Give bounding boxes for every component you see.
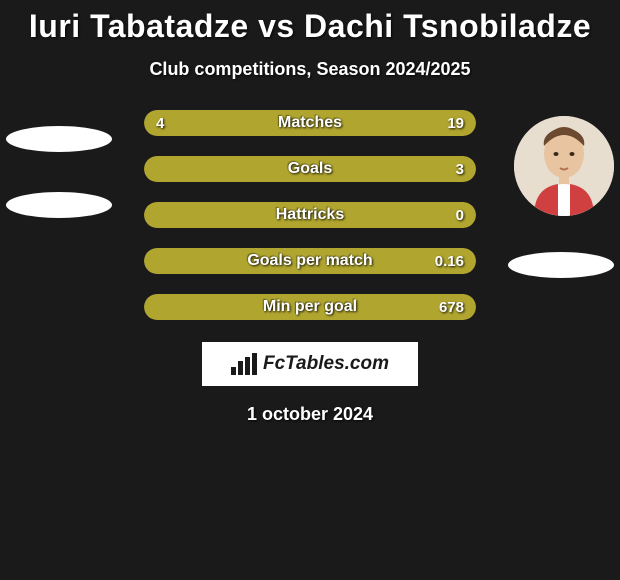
page-subtitle: Club competitions, Season 2024/2025 [0, 59, 620, 80]
stat-fill [144, 248, 476, 274]
stat-fill-left [144, 110, 202, 136]
bars-icon [231, 353, 257, 375]
brand-logo: FcTables.com [202, 342, 418, 386]
stat-fill [144, 294, 476, 320]
comparison-card: Iuri Tabatadze vs Dachi Tsnobiladze Club… [0, 0, 620, 425]
stats-bars: Matches419 Goals3 Hattricks0 Goals per matc… [140, 110, 480, 320]
stat-bar: Hattricks0 [144, 202, 476, 228]
stat-bar: Min per goal678 [144, 294, 476, 320]
person-icon [514, 116, 614, 216]
stat-bar: Matches419 [144, 110, 476, 136]
stat-bar: Goals per match0.16 [144, 248, 476, 274]
player-left-avatar [6, 126, 112, 152]
footer-date: 1 october 2024 [0, 404, 620, 425]
player-right-col [480, 110, 620, 278]
brand-text: FcTables.com [263, 353, 389, 375]
player-right-avatar [514, 116, 614, 216]
stat-bar: Goals3 [144, 156, 476, 182]
player-left-club-badge [6, 192, 112, 218]
stat-fill [144, 202, 476, 228]
page-title: Iuri Tabatadze vs Dachi Tsnobiladze [0, 8, 620, 45]
stat-fill-right [202, 110, 476, 136]
main-row: Matches419 Goals3 Hattricks0 Goals per matc… [0, 110, 620, 320]
stat-fill [144, 156, 476, 182]
player-right-club-badge [508, 252, 614, 278]
player-left-col [0, 110, 140, 218]
